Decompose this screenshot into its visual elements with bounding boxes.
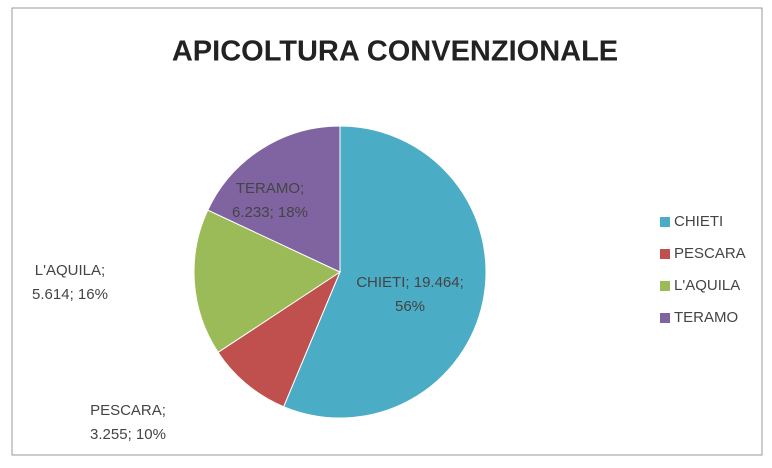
- legend-swatch: [660, 281, 670, 291]
- legend-swatch: [660, 217, 670, 227]
- legend-label: L'AQUILA: [674, 277, 740, 294]
- legend-swatch: [660, 313, 670, 323]
- pie-slice: [217, 270, 342, 408]
- pie-slice: [193, 209, 342, 354]
- data-label: 6.233; 18%: [232, 204, 308, 221]
- data-label: 5.614; 16%: [32, 286, 108, 303]
- legend-swatch: [660, 249, 670, 259]
- data-label: TERAMO;: [236, 180, 304, 197]
- data-label: CHIETI; 19.464;: [356, 274, 464, 291]
- data-label: 3.255; 10%: [90, 426, 166, 443]
- data-label: PESCARA;: [90, 402, 166, 419]
- pie-slice: [207, 125, 341, 273]
- legend-label: PESCARA: [674, 245, 746, 262]
- chart-title: APICOLTURA CONVENZIONALE: [172, 36, 618, 68]
- pie-slice: [282, 125, 487, 419]
- data-label: L'AQUILA;: [35, 262, 105, 279]
- data-label: 56%: [395, 298, 425, 315]
- legend-label: TERAMO: [674, 309, 738, 326]
- legend-label: CHIETI: [674, 213, 723, 230]
